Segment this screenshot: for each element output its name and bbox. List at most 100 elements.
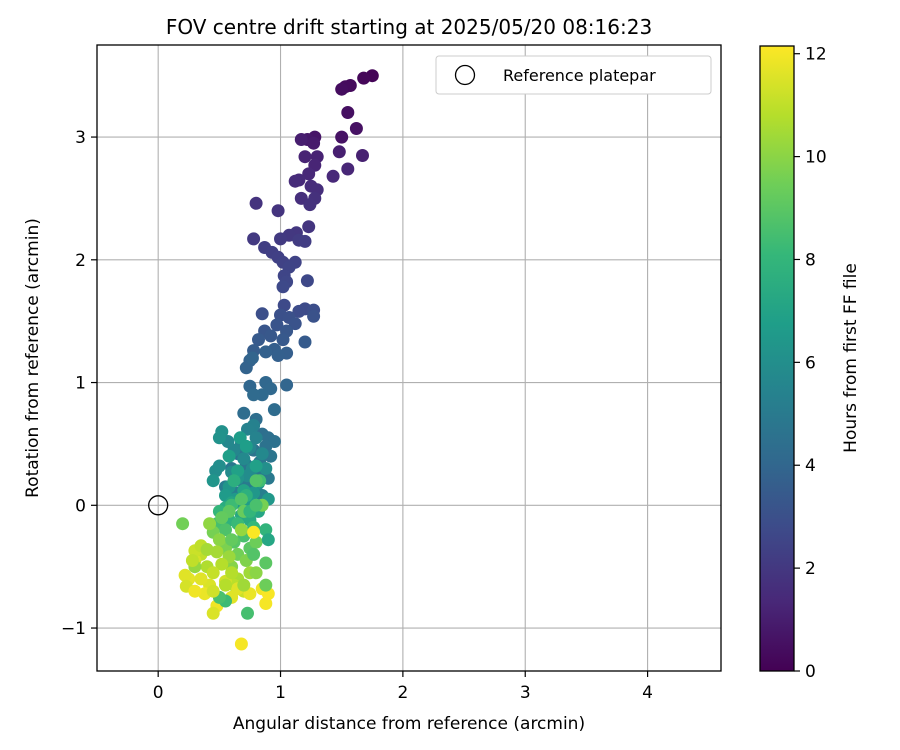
data-point — [349, 122, 363, 135]
data-point — [237, 406, 251, 420]
data-point — [357, 71, 371, 85]
colorbar-frame — [759, 45, 795, 672]
data-point — [203, 517, 217, 531]
data-point — [276, 333, 290, 347]
data-point — [252, 333, 265, 347]
data-point — [249, 196, 263, 210]
colorbar-tick-label: 10 — [805, 148, 827, 168]
data-point — [332, 145, 346, 159]
data-point — [249, 535, 263, 549]
data-point — [292, 304, 306, 318]
data-point — [212, 459, 226, 473]
y-tick-label: 3 — [75, 128, 86, 148]
y-axis-label: Rotation from reference (arcmin) — [23, 218, 43, 498]
data-point — [303, 198, 317, 212]
data-point — [234, 523, 248, 537]
x-tick-label: 1 — [275, 683, 286, 703]
colorbar-fill — [760, 46, 794, 671]
colorbar-ticks: 0 2 4 6 8 10 12 — [794, 45, 827, 682]
data-point — [335, 130, 349, 144]
data-point — [249, 431, 263, 445]
data-point — [307, 309, 321, 323]
data-point — [237, 452, 251, 466]
colorbar-label: Hours from first FF file — [841, 263, 861, 453]
data-point — [341, 162, 355, 176]
data-point — [200, 543, 214, 556]
data-point — [231, 464, 245, 478]
x-tick-label: 4 — [642, 683, 653, 703]
plot-frame — [96, 44, 722, 672]
data-point — [247, 388, 261, 402]
data-point — [288, 174, 302, 188]
data-point — [261, 533, 275, 547]
data-point — [234, 492, 248, 506]
data-point — [288, 317, 302, 331]
y-tick-label: −1 — [61, 619, 86, 639]
data-point — [239, 361, 253, 375]
data-point — [302, 220, 316, 234]
reference-marker-layer — [148, 495, 169, 516]
data-point — [280, 378, 294, 392]
colorbar-tick-label: 12 — [805, 45, 827, 65]
colorbar-tick-label: 8 — [805, 250, 816, 270]
data-point — [247, 547, 261, 561]
x-tick-label: 2 — [397, 683, 408, 703]
data-point — [249, 459, 263, 473]
x-axis-label: Angular distance from reference (arcmin) — [233, 714, 585, 734]
data-point — [176, 517, 190, 531]
reference-platepar-marker — [148, 495, 169, 516]
data-point — [276, 280, 290, 294]
data-point — [178, 568, 192, 582]
data-point — [215, 557, 229, 571]
data-point — [274, 232, 287, 246]
data-point — [307, 136, 321, 150]
x-axis-ticks: 0 1 2 3 4 — [153, 671, 653, 703]
data-point — [249, 566, 263, 580]
colorbar-tick-label: 2 — [805, 559, 816, 579]
chart-title: FOV centre drift starting at 2025/05/20 … — [166, 15, 652, 39]
data-point — [259, 345, 273, 359]
data-point — [206, 606, 220, 620]
data-point — [239, 439, 253, 453]
data-point — [298, 150, 312, 164]
data-point — [255, 307, 269, 321]
data-point — [267, 403, 281, 417]
data-point — [259, 578, 273, 592]
data-points — [176, 69, 379, 651]
data-point — [259, 597, 273, 610]
data-point — [341, 106, 355, 119]
data-point — [206, 584, 220, 598]
data-point — [271, 349, 285, 362]
data-point — [259, 523, 273, 537]
data-point — [356, 149, 369, 162]
data-point — [270, 318, 284, 332]
data-point — [302, 167, 316, 181]
data-point — [185, 554, 199, 567]
legend-box — [435, 55, 712, 95]
data-point — [259, 556, 273, 570]
y-tick-label: 2 — [75, 251, 86, 271]
data-point — [194, 572, 208, 586]
legend-label-reference: Reference platepar — [503, 66, 656, 85]
data-point — [206, 566, 220, 580]
data-point — [206, 474, 220, 488]
legend: Reference platepar — [435, 55, 712, 95]
data-point — [225, 533, 239, 547]
y-tick-label: 1 — [75, 374, 86, 394]
data-point — [212, 533, 226, 547]
colorbar-tick-label: 4 — [805, 456, 816, 476]
y-axis-ticks: −1 0 1 2 3 — [61, 128, 97, 639]
data-point — [298, 335, 312, 349]
y-tick-label: 0 — [75, 496, 86, 516]
grid-lines — [97, 45, 721, 671]
data-point — [271, 204, 285, 218]
data-point — [247, 232, 261, 246]
data-point — [215, 511, 229, 525]
data-point — [234, 637, 248, 651]
data-point — [247, 525, 261, 539]
data-point — [219, 523, 232, 537]
data-point — [188, 584, 202, 598]
data-point — [300, 274, 314, 288]
data-point — [241, 422, 254, 436]
